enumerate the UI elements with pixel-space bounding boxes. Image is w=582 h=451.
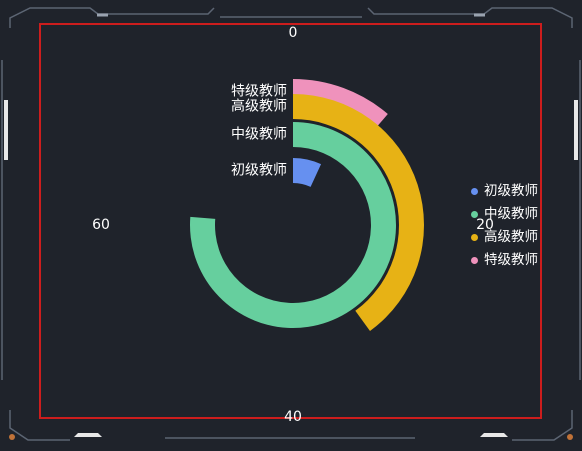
radial-bar — [293, 158, 322, 187]
frame-notch — [74, 433, 102, 437]
legend-label: 特级教师 — [484, 251, 538, 268]
legend-marker — [471, 188, 478, 195]
legend-label: 高级教师 — [484, 228, 538, 245]
angle-tick-label: 0 — [289, 25, 298, 41]
frame-notch — [480, 433, 508, 437]
legend-marker — [471, 234, 478, 241]
frame-line — [9, 410, 70, 441]
category-label: 中级教师 — [231, 127, 287, 143]
frame-line — [367, 7, 573, 28]
legend-item[interactable]: 特级教师 — [471, 249, 538, 272]
category-label: 初级教师 — [231, 162, 287, 179]
category-label: 高级教师 — [231, 98, 287, 115]
legend-label: 中级教师 — [484, 205, 538, 222]
legend-item[interactable]: 高级教师 — [471, 226, 538, 249]
frame-line — [9, 7, 215, 28]
frame-corner-dot — [567, 434, 573, 440]
angle-tick-label: 60 — [92, 217, 110, 233]
chart-legend: 初级教师 中级教师 高级教师 特级教师 — [471, 180, 538, 272]
angle-tick-label: 40 — [284, 409, 302, 425]
radial-bar — [293, 94, 425, 331]
category-label: 特级教师 — [231, 84, 287, 100]
legend-item[interactable]: 初级教师 — [471, 180, 538, 203]
frame-line — [512, 410, 573, 441]
angle-tick-label: 20 — [476, 217, 494, 233]
plot-border — [39, 23, 542, 419]
frame-corner-dot — [9, 434, 15, 440]
radial-bar — [190, 122, 397, 329]
legend-label: 初级教师 — [484, 182, 538, 199]
legend-item[interactable]: 中级教师 — [471, 203, 538, 226]
legend-marker — [471, 211, 478, 218]
legend-marker — [471, 257, 478, 264]
